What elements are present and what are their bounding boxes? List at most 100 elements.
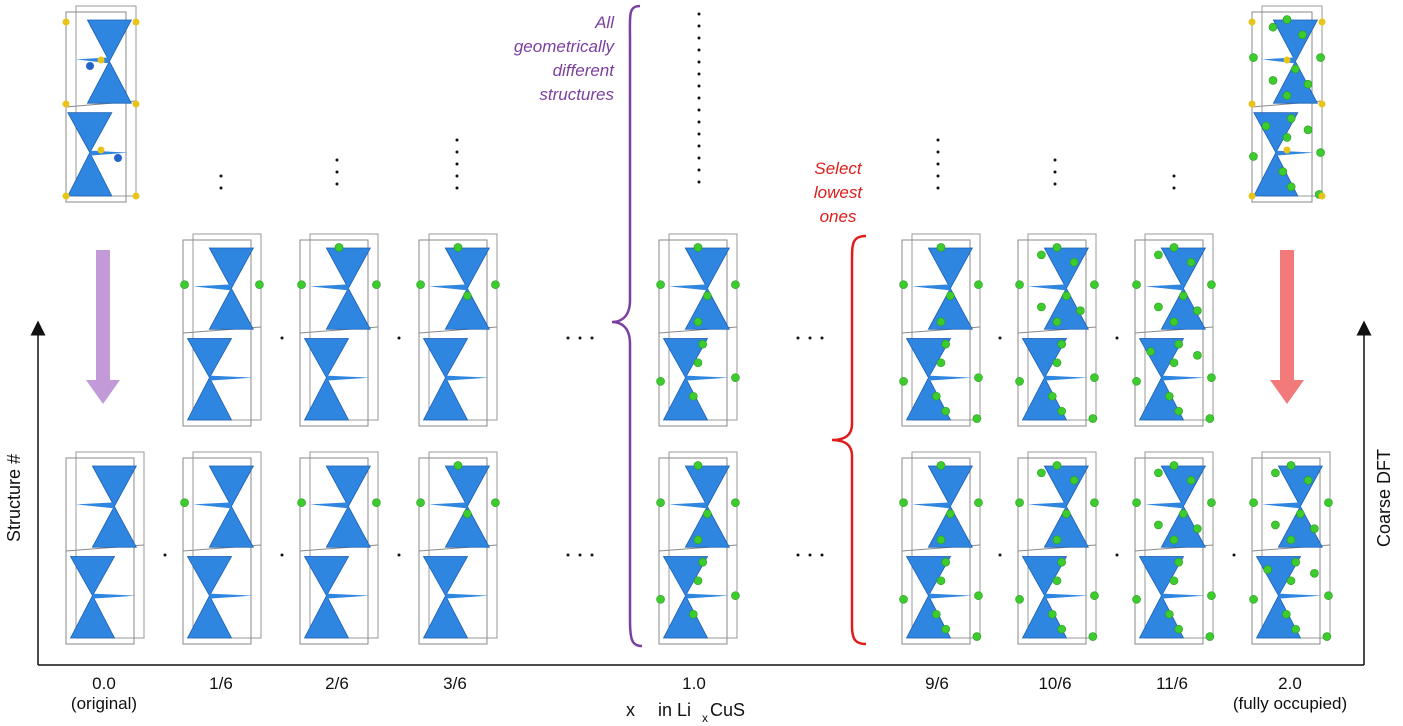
- lithium-atom-icon: [693, 243, 703, 252]
- lithium-atom-icon: [1062, 291, 1071, 301]
- vertical-ellipsis-dot: [455, 138, 459, 142]
- lithium-atom-icon: [1169, 461, 1179, 470]
- vertical-ellipsis-dot: [335, 182, 339, 186]
- tetrahedron-icon: [303, 556, 350, 597]
- lithium-atom-icon: [1263, 565, 1272, 574]
- lithium-atom-icon: [1179, 509, 1188, 519]
- lithium-atom-icon: [1154, 520, 1163, 530]
- tetrahedron-icon: [1253, 151, 1299, 197]
- lithium-atom-icon: [1282, 133, 1292, 142]
- lithium-atom-icon: [1268, 22, 1278, 32]
- vertical-ellipsis-dot: [697, 132, 701, 136]
- tetrahedron-icon: [208, 505, 255, 548]
- lithium-atom-icon: [1174, 557, 1183, 567]
- lithium-atom-icon: [1090, 280, 1099, 289]
- lithium-atom-icon: [1165, 609, 1174, 619]
- lithium-atom-icon: [1193, 306, 1202, 315]
- lithium-atom-icon: [463, 291, 472, 301]
- horizontal-separator-dot: [998, 553, 1002, 557]
- lithium-atom-icon: [689, 609, 698, 619]
- tetrahedron-icon: [303, 594, 350, 639]
- horizontal-ellipsis-dot: [566, 553, 570, 557]
- x-tick-1-6: 1/6: [209, 674, 233, 693]
- lithium-atom-icon: [1249, 498, 1258, 507]
- vertical-ellipsis-dot: [1053, 158, 1057, 162]
- vertical-ellipsis-dot: [697, 96, 701, 100]
- vertical-ellipsis-dot: [219, 174, 223, 178]
- tetrahedron-icon: [662, 594, 709, 639]
- lithium-atom-icon: [689, 391, 698, 401]
- horizontal-ellipsis-dot: [796, 336, 800, 340]
- lithium-atom-icon: [1291, 557, 1300, 567]
- lithium-atom-icon: [899, 498, 908, 507]
- structure-cell-bottom-2-6: [297, 451, 381, 645]
- lithium-atom-icon: [1324, 591, 1333, 600]
- lithium-atom-icon: [936, 243, 946, 252]
- sulfur-atom-icon: [97, 146, 105, 154]
- tetrahedron-icon: [927, 247, 974, 290]
- horizontal-ellipsis-dot: [590, 336, 594, 340]
- sulfur-atom-icon: [1318, 18, 1326, 26]
- vertical-ellipsis-dot: [697, 168, 701, 172]
- tetrahedron-icon: [662, 338, 709, 379]
- bond-wedge: [92, 593, 136, 599]
- lithium-atom-icon: [1310, 569, 1319, 578]
- lithium-atom-icon: [491, 498, 500, 507]
- structure-cells: [65, 5, 1333, 645]
- lithium-atom-icon: [936, 576, 946, 586]
- lithium-atom-icon: [1316, 53, 1325, 62]
- lithium-atom-icon: [972, 414, 982, 423]
- lithium-atom-icon: [656, 377, 665, 386]
- lithium-atom-icon: [698, 339, 707, 349]
- bond-wedge: [1275, 150, 1314, 156]
- lithium-atom-icon: [1090, 591, 1099, 600]
- lithium-atom-icon: [1174, 339, 1183, 349]
- lithium-atom-icon: [1132, 377, 1141, 386]
- x-tick-10-6: 10/6: [1038, 674, 1071, 693]
- vertical-ellipsis-dot: [697, 60, 701, 64]
- horizontal-ellipsis-dot: [578, 336, 582, 340]
- lithium-atom-icon: [1037, 250, 1046, 260]
- tetrahedron-icon: [325, 287, 372, 330]
- lithium-atom-icon: [1316, 148, 1325, 157]
- lithium-atom-icon: [1132, 595, 1141, 604]
- vertical-ellipsis-dot: [455, 162, 459, 166]
- bond-wedge: [1278, 593, 1322, 599]
- tetrahedron-icon: [927, 465, 974, 508]
- lithium-atom-icon: [1303, 476, 1313, 485]
- bond-wedge: [76, 502, 115, 509]
- tetrahedron-icon: [69, 594, 116, 639]
- horizontal-separator-dot: [280, 336, 284, 340]
- lithium-atom-icon: [1286, 535, 1296, 545]
- bond-wedge: [685, 375, 729, 381]
- lithium-atom-icon: [463, 509, 472, 519]
- tetrahedron-icon: [662, 376, 709, 421]
- lithium-atom-icon: [1057, 557, 1066, 567]
- lithium-atom-icon: [693, 358, 703, 368]
- sulfur-atom-icon: [1318, 192, 1326, 200]
- lithium-atom-icon: [1169, 317, 1179, 327]
- lithium-atom-icon: [1154, 302, 1163, 312]
- x-tick-3-6: 3/6: [443, 674, 467, 693]
- sulfur-atom-icon: [132, 192, 140, 200]
- tetrahedron-icon: [1138, 556, 1185, 597]
- horizontal-ellipsis-dot: [820, 336, 824, 340]
- lithium-atom-icon: [1286, 461, 1296, 470]
- lithium-atom-icon: [1146, 347, 1155, 356]
- tetrahedron-icon: [422, 338, 469, 379]
- lithium-atom-icon: [1165, 391, 1174, 401]
- lithium-atom-icon: [1052, 535, 1062, 545]
- tetrahedron-icon: [444, 247, 491, 290]
- lithium-atom-icon: [1291, 624, 1300, 634]
- annotation-select: Select lowest ones: [814, 159, 863, 226]
- lithium-atom-icon: [974, 280, 983, 289]
- lithium-atom-icon: [731, 591, 740, 600]
- lithium-atom-icon: [180, 498, 189, 507]
- tetrahedron-icon: [905, 556, 952, 597]
- x-tick-11-6: 11/6: [1156, 674, 1188, 693]
- vertical-ellipsis-dot: [1172, 186, 1176, 190]
- horizontal-separator-dot: [1232, 553, 1236, 557]
- lithium-atom-icon: [1249, 152, 1258, 161]
- lithium-atom-icon: [974, 498, 983, 507]
